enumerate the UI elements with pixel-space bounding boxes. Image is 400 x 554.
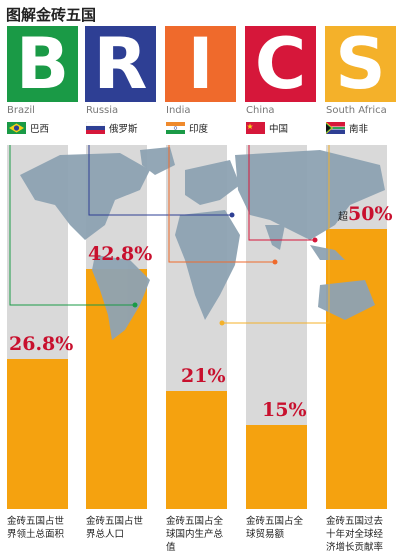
flag-row-brazil: 巴西 [7,121,49,135]
value-label-gdp: 21% [181,365,226,387]
flag-row-russia: 俄罗斯 [86,121,138,135]
country-en-india: India [166,105,191,116]
caption-territory: 金砖五国占世界领土总面积 [7,516,65,540]
country-en-south-africa: South Africa [326,105,387,116]
country-zh-india: 印度 [189,124,209,135]
tile-letter: I [187,23,214,105]
tile-brazil: B [7,26,78,102]
tile-russia: R [85,26,156,102]
country-en-russia: Russia [86,105,119,116]
tile-letter: R [93,23,148,105]
world-map [9,145,385,340]
bar-growth-contribution [326,229,387,509]
column-south-africa [326,145,387,509]
russia-flag-icon [86,122,105,134]
bar-territory [7,359,68,509]
bar-trade [246,425,307,509]
flag-row-south-africa: 南非 [326,121,368,135]
value-label-growth-contribution: 超50% [338,203,393,225]
china-flag-icon [246,122,265,134]
flag-row-india: 印度 [166,121,208,135]
caption-growth-contribution: 金砖五国过去十年对全球经济增长贡献率 [326,516,384,553]
india-flag-icon [166,122,185,134]
tile-letter: B [15,23,70,105]
brazil-flag-icon [7,122,26,134]
caption-trade: 金砖五国占全球贸易额 [246,516,304,540]
south-africa-flag-icon [326,122,345,134]
value-label-trade: 15% [262,399,307,421]
tile-india: I [165,26,236,102]
country-en-brazil: Brazil [7,105,35,116]
tile-letter: C [254,23,307,105]
value-label-territory: 26.8% [9,333,74,355]
country-zh-south-africa: 南非 [349,124,369,135]
bar-gdp [166,391,227,509]
country-zh-brazil: 巴西 [30,124,50,135]
value-label-population: 42.8% [88,243,153,265]
caption-gdp: 金砖五国占全球国内生产总值 [166,516,224,553]
caption-population: 金砖五国占世界总人口 [86,516,144,540]
country-en-china: China [246,105,275,116]
page-title: 图解金砖五国 [6,6,97,24]
tile-south-africa: S [325,26,396,102]
tile-china: C [245,26,316,102]
country-zh-russia: 俄罗斯 [109,124,138,135]
column-india [166,145,227,509]
country-zh-china: 中国 [269,124,289,135]
flag-row-china: 中国 [246,121,288,135]
tile-letter: S [335,23,386,105]
